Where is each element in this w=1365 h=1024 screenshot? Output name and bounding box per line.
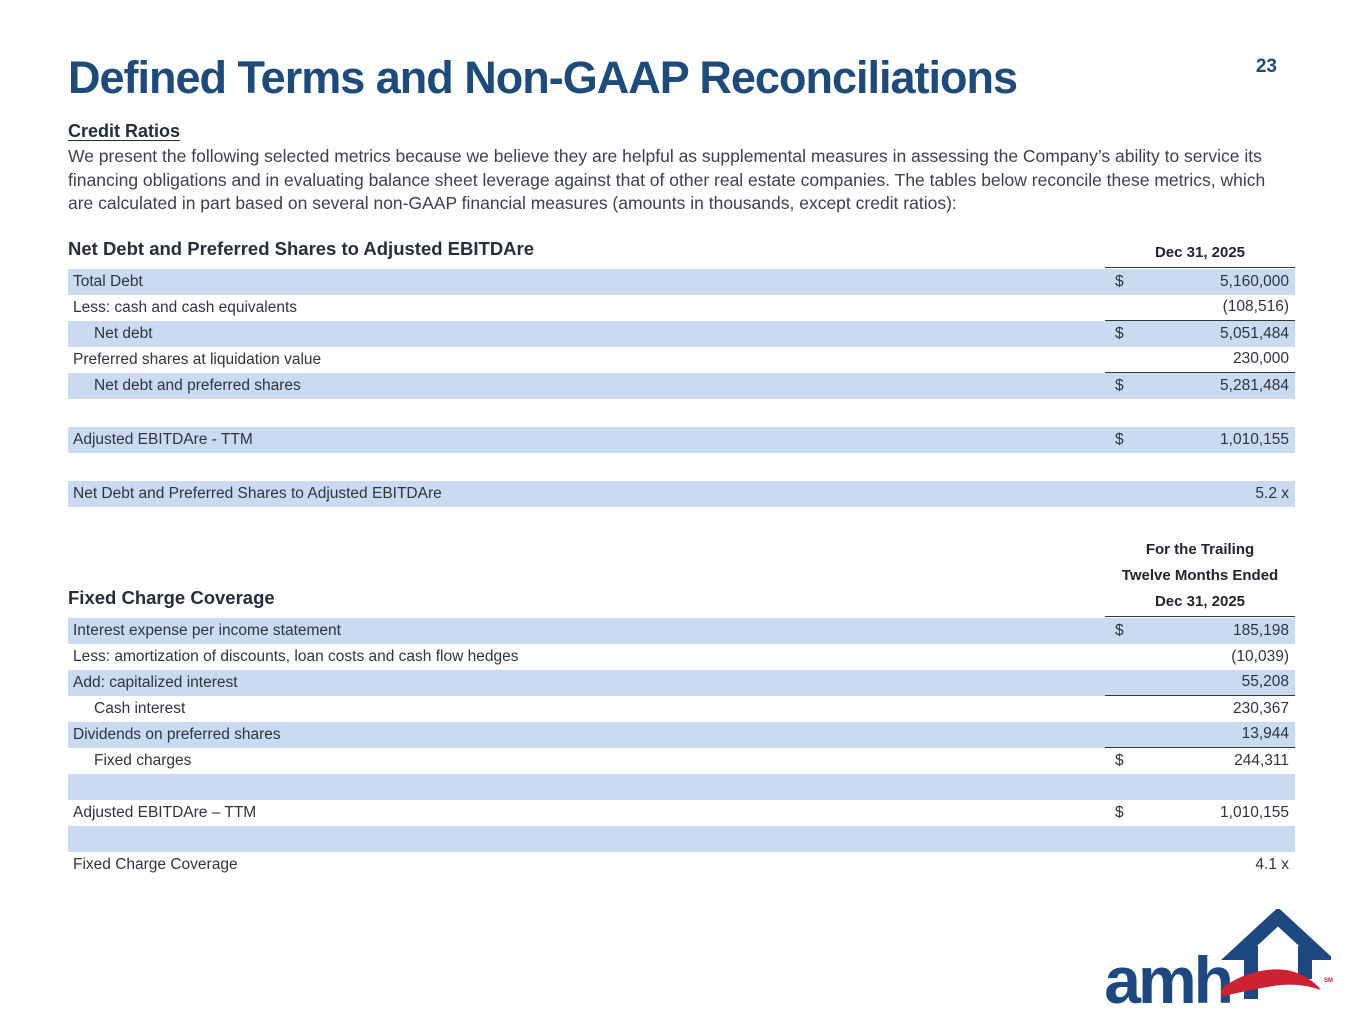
row-value: 244,311 — [1234, 751, 1289, 769]
row-value: 230,367 — [1232, 699, 1289, 717]
currency-symbol: $ — [1115, 324, 1124, 342]
table-row: Add: capitalized interest 55,208 — [68, 669, 1295, 696]
amh-logo: amh SM — [1104, 907, 1335, 1017]
fixed-charge-column-header: For the Trailing Twelve Months Ended Dec… — [1105, 537, 1295, 617]
row-value-cell: $185,198 — [1105, 618, 1295, 644]
amh-house-icon: SM — [1219, 907, 1335, 1006]
row-label: Preferred shares at liquidation value — [73, 350, 322, 368]
net-debt-table-rows: Total Debt $5,160,000 Less: cash and cash … — [68, 268, 1295, 507]
net-debt-table-title: Net Debt and Preferred Shares to Adjuste… — [68, 237, 535, 259]
column-header-date: Dec 31, 2025 — [1105, 240, 1295, 268]
fixed-charge-table-header: Fixed Charge Coverage For the Trailing T… — [68, 537, 1295, 617]
table-row: Less: amortization of discounts, loan co… — [68, 644, 1295, 670]
row-value: 5,281,484 — [1220, 376, 1289, 394]
currency-symbol: $ — [1115, 751, 1124, 769]
table-row: Net Debt and Preferred Shares to Adjuste… — [68, 480, 1295, 507]
row-value-cell: 230,367 — [1105, 696, 1295, 722]
row-value-cell: 13,944 — [1105, 722, 1295, 748]
table-spacer-row — [68, 453, 1295, 481]
table-row: Adjusted EBITDAre - TTM $1,010,155 — [68, 426, 1295, 453]
row-value: 185,198 — [1232, 621, 1289, 639]
row-value-cell: 230,000 — [1105, 347, 1295, 373]
currency-symbol: $ — [1115, 376, 1124, 394]
column-header-line1: For the Trailing — [1145, 540, 1255, 558]
table-row: Cash interest 230,367 — [68, 696, 1295, 722]
table-row: Fixed Charge Coverage 4.1 x — [68, 852, 1295, 878]
row-value: 5,160,000 — [1220, 272, 1289, 290]
table-row: Preferred shares at liquidation value 230… — [68, 347, 1295, 373]
slide-header: Defined Terms and Non-GAAP Reconciliatio… — [68, 40, 1295, 103]
row-value-cell — [1105, 826, 1295, 852]
row-value: (108,516) — [1222, 298, 1289, 316]
row-label: Interest expense per income statement — [73, 621, 341, 639]
row-value: 5,051,484 — [1220, 324, 1289, 342]
row-value-cell: 4.1 x — [1105, 852, 1295, 878]
table-row — [68, 825, 1295, 852]
fixed-charge-table: Fixed Charge Coverage For the Trailing T… — [68, 537, 1295, 878]
amh-sm-mark: SM — [1324, 978, 1333, 984]
table-row: Net debt $5,051,484 — [68, 320, 1295, 347]
row-value: 55,208 — [1241, 673, 1289, 691]
net-debt-column-header: Dec 31, 2025 — [1105, 240, 1295, 268]
net-debt-table-header: Net Debt and Preferred Shares to Adjuste… — [68, 238, 1295, 268]
row-value: 4.1 x — [1255, 855, 1289, 873]
row-value: 13,944 — [1241, 725, 1289, 743]
row-value: 230,000 — [1232, 350, 1289, 368]
currency-symbol: $ — [1115, 621, 1124, 639]
row-label: Total Debt — [73, 272, 143, 290]
row-value-cell: $1,010,155 — [1105, 427, 1295, 453]
row-label: Net Debt and Preferred Shares to Adjuste… — [73, 484, 442, 502]
page-title: Defined Terms and Non-GAAP Reconciliatio… — [68, 52, 1018, 103]
currency-symbol: $ — [1115, 430, 1124, 448]
row-value: 1,010,155 — [1220, 430, 1289, 448]
row-value-cell: 55,208 — [1105, 670, 1295, 696]
table-row: Net debt and preferred shares $5,281,484 — [68, 372, 1295, 399]
table-row: Adjusted EBITDAre – TTM $1,010,155 — [68, 800, 1295, 826]
fixed-charge-table-rows: Interest expense per income statement $18… — [68, 617, 1295, 878]
row-label: Less: cash and cash equivalents — [73, 298, 298, 316]
row-value-cell: $1,010,155 — [1105, 800, 1295, 826]
credit-ratios-section: Credit Ratios We present the following s… — [68, 121, 1295, 216]
row-label: Adjusted EBITDAre – TTM — [73, 803, 257, 821]
row-label: Adjusted EBITDAre - TTM — [73, 430, 253, 448]
table-row: Total Debt $5,160,000 — [68, 268, 1295, 295]
row-label: Net debt — [94, 324, 153, 342]
amh-logo-text: amh — [1104, 942, 1234, 1017]
row-label: Fixed charges — [94, 751, 192, 769]
row-label: Dividends on preferred shares — [73, 725, 281, 743]
row-value-cell: $244,311 — [1105, 748, 1295, 774]
row-value-cell — [1105, 774, 1295, 800]
currency-symbol: $ — [1115, 803, 1124, 821]
page-number: 23 — [1255, 56, 1277, 77]
row-value: (10,039) — [1231, 647, 1289, 665]
column-header-line2: Twelve Months Ended — [1121, 566, 1279, 584]
table-row: Dividends on preferred shares 13,944 — [68, 721, 1295, 748]
row-value: 5.2 x — [1255, 484, 1289, 502]
row-value-cell: (10,039) — [1105, 644, 1295, 670]
column-header-date: Dec 31, 2025 — [1105, 589, 1295, 617]
row-value-cell: 5.2 x — [1105, 481, 1295, 507]
net-debt-table: Net Debt and Preferred Shares to Adjuste… — [68, 238, 1295, 507]
credit-ratios-heading: Credit Ratios — [68, 121, 181, 142]
row-value-cell: (108,516) — [1105, 295, 1295, 321]
row-value-cell: $5,281,484 — [1105, 373, 1295, 399]
row-value-cell: $5,160,000 — [1105, 269, 1295, 295]
row-label: Add: capitalized interest — [73, 673, 238, 691]
table-row: Interest expense per income statement $18… — [68, 617, 1295, 644]
row-label: Less: amortization of discounts, loan co… — [73, 647, 519, 665]
row-label: Net debt and preferred shares — [94, 376, 301, 394]
row-label: Cash interest — [94, 699, 186, 717]
table-spacer-row — [68, 399, 1295, 427]
row-value: 1,010,155 — [1220, 803, 1289, 821]
fixed-charge-table-title: Fixed Charge Coverage — [68, 586, 275, 608]
table-row: Fixed charges $244,311 — [68, 748, 1295, 774]
currency-symbol: $ — [1115, 272, 1124, 290]
intro-paragraph: We present the following selected metric… — [68, 146, 1266, 214]
row-value-cell: $5,051,484 — [1105, 321, 1295, 347]
table-row: Less: cash and cash equivalents (108,516) — [68, 295, 1295, 321]
table-row — [68, 773, 1295, 800]
row-label: Fixed Charge Coverage — [73, 855, 238, 873]
